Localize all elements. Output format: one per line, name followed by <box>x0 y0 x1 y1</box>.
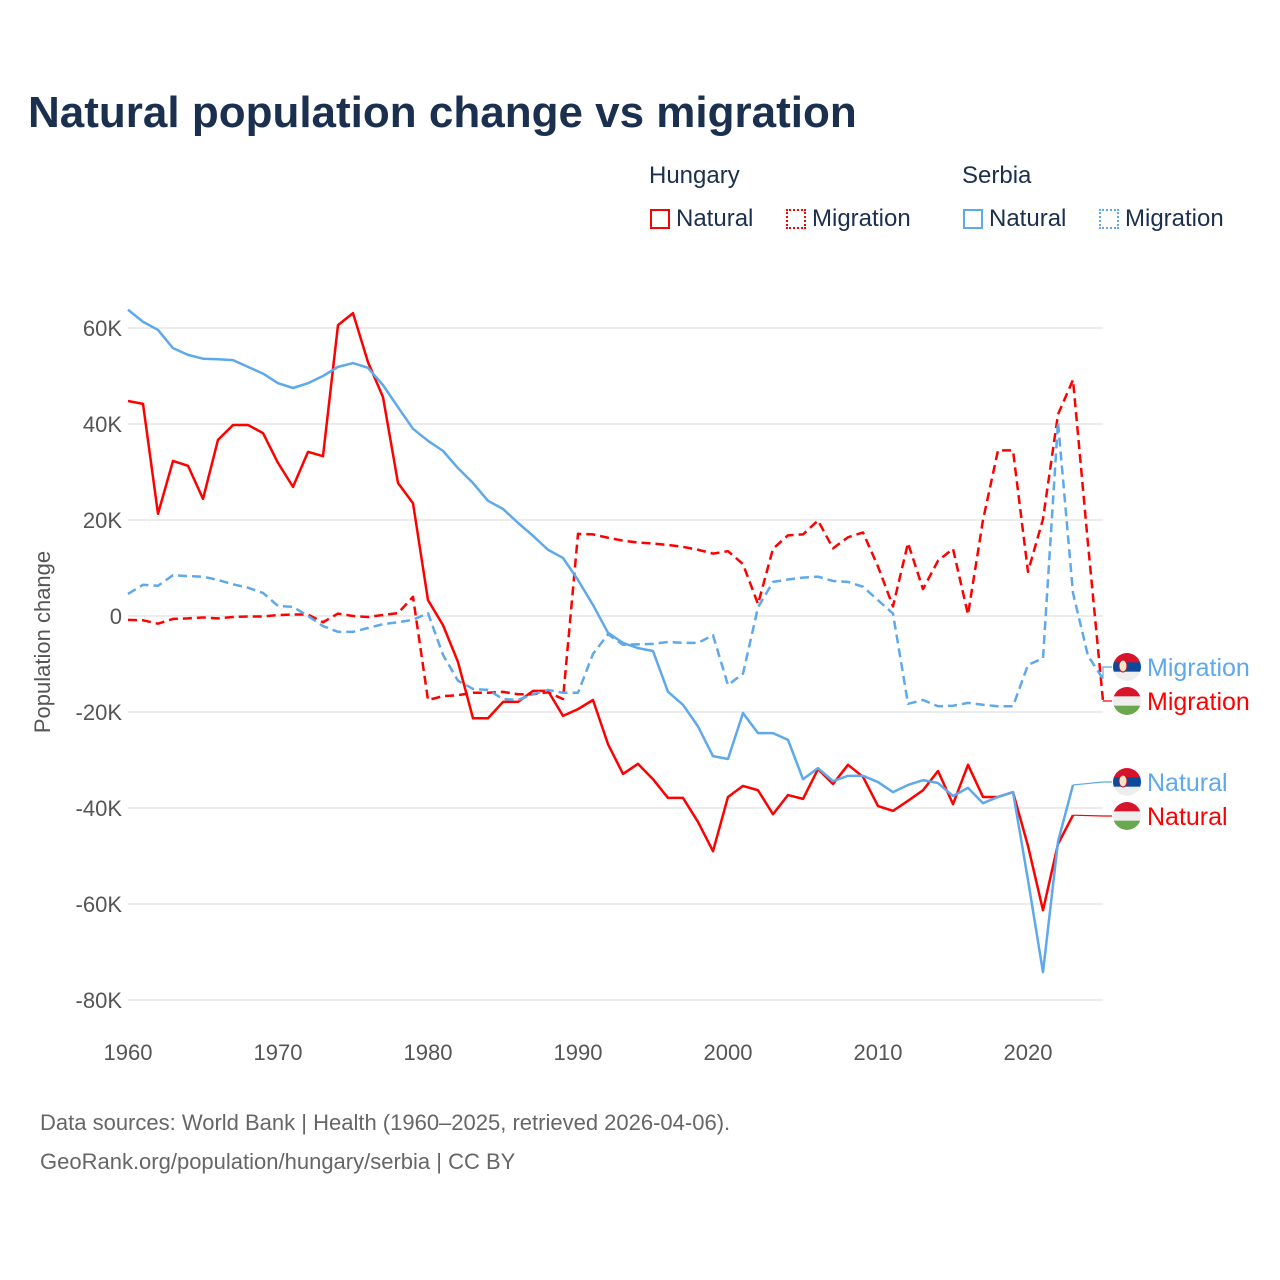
end-label: Migration <box>1147 688 1250 716</box>
series-line-hungary-natural <box>127 311 1075 912</box>
hungary-flag-icon <box>1113 802 1141 830</box>
y-tick-label: -20K <box>76 700 123 725</box>
x-tick-label: 2020 <box>1004 1040 1053 1065</box>
y-axis-label: Population change <box>30 551 55 733</box>
series-line-serbia-migration <box>127 420 1105 708</box>
legend-swatch <box>650 209 670 229</box>
flag-stripe <box>1113 768 1141 778</box>
legend-label: Migration <box>812 205 911 232</box>
y-tick-label: 20K <box>83 508 122 533</box>
end-label: Migration <box>1147 654 1250 682</box>
legend-swatch <box>786 209 806 229</box>
flag-stripe <box>1113 802 1141 812</box>
x-tick-label: 1970 <box>254 1040 303 1065</box>
flag-stripe <box>1113 705 1141 715</box>
series-line-serbia-natural <box>127 308 1075 974</box>
x-tick-label: 1960 <box>104 1040 153 1065</box>
legend-swatch <box>963 209 983 229</box>
flag-stripe <box>1113 653 1141 663</box>
series-line-hungary-migration <box>127 378 1105 702</box>
y-tick-label: -60K <box>76 892 123 917</box>
legend-swatch <box>1099 209 1119 229</box>
chart-title: Natural population change vs migration <box>28 88 857 137</box>
legend-hungary-migration[interactable]: Migration <box>786 205 911 233</box>
end-label-connector <box>1072 814 1112 817</box>
coat-of-arms-icon <box>1118 659 1128 673</box>
end-label: Natural <box>1147 769 1228 797</box>
y-tick-label: -40K <box>76 796 123 821</box>
serbia-flag-icon <box>1113 653 1141 681</box>
x-tick-label: 2010 <box>854 1040 903 1065</box>
legend-group-hungary: Hungary <box>649 162 740 189</box>
flag-stripe <box>1113 687 1141 697</box>
serbia-flag-icon <box>1113 768 1141 796</box>
legend-serbia-migration[interactable]: Migration <box>1099 205 1224 233</box>
end-label: Natural <box>1147 803 1228 831</box>
legend-hungary-natural[interactable]: Natural <box>650 205 753 233</box>
end-label-connector <box>1072 781 1112 786</box>
coat-of-arms-icon <box>1118 774 1128 788</box>
x-tick-label: 1980 <box>404 1040 453 1065</box>
source-line-1: Data sources: World Bank | Health (1960–… <box>40 1110 731 1135</box>
x-tick-label: 1990 <box>554 1040 603 1065</box>
legend-label: Migration <box>1125 205 1224 232</box>
legend-group-serbia: Serbia <box>962 162 1032 189</box>
end-label-connector <box>1102 666 1112 679</box>
y-tick-label: 40K <box>83 412 122 437</box>
flag-stripe <box>1113 671 1141 681</box>
flag-stripe <box>1113 786 1141 796</box>
flag-stripe <box>1113 696 1141 707</box>
legend-label: Natural <box>676 205 754 232</box>
y-tick-label: 60K <box>83 316 122 341</box>
y-tick-label: -80K <box>76 988 123 1013</box>
x-tick-label: 2000 <box>704 1040 753 1065</box>
hungary-flag-icon <box>1113 687 1141 715</box>
source-line-2[interactable]: GeoRank.org/population/hungary/serbia | … <box>40 1149 516 1174</box>
legend-label: Natural <box>989 205 1067 232</box>
flag-stripe <box>1113 820 1141 830</box>
flag-stripe <box>1113 811 1141 822</box>
y-tick-label: 0 <box>110 604 122 629</box>
legend-serbia-natural[interactable]: Natural <box>963 205 1066 233</box>
